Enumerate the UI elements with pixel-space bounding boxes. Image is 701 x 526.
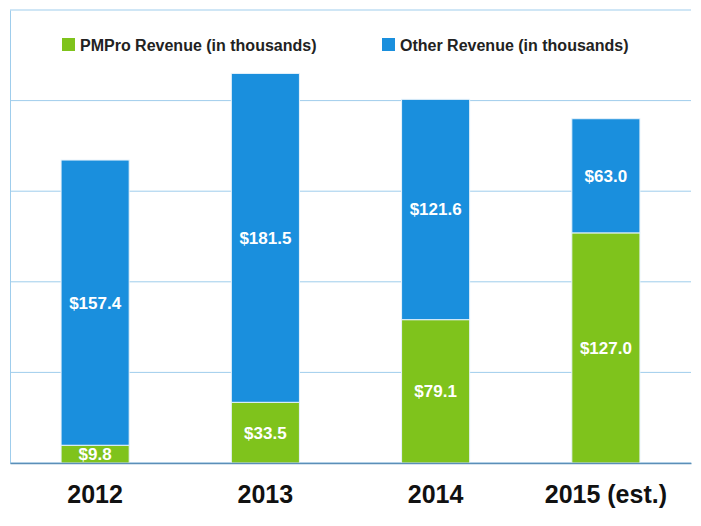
data-label: $33.5 — [244, 424, 287, 443]
x-axis: 2012 2013 2014 2015 (est.) — [11, 463, 692, 508]
chart: $9.8 $33.5 $79.1 $127.0 $157.4 $181.5 $121.6 $6… — [0, 0, 701, 526]
data-label: $9.8 — [79, 445, 112, 464]
bar — [231, 73, 299, 402]
plot: $9.8 $33.5 $79.1 $127.0 $157.4 $181.5 $121.6 $6… — [10, 10, 692, 508]
legend-label: PMPro Revenue (in thousands) — [80, 37, 316, 54]
y-axis — [10, 11, 12, 464]
grid-line — [10, 100, 691, 101]
y-axis-line — [10, 11, 11, 464]
data-label: $127.0 — [580, 339, 632, 358]
x-tick-label: 2012 — [67, 480, 123, 508]
data-labels: $9.8 $33.5 $79.1 $127.0 $157.4 $181.5 $121.6 $6… — [69, 167, 632, 464]
data-label: $121.6 — [410, 200, 462, 219]
bar — [231, 402, 299, 463]
bar — [572, 233, 640, 463]
x-tick: 2014 — [408, 463, 464, 508]
bar — [61, 160, 129, 445]
legend-swatch — [62, 38, 75, 51]
data-label: $157.4 — [69, 294, 122, 313]
grid-line — [10, 10, 691, 11]
bars — [61, 73, 640, 463]
x-tick: 2015 (est.) — [545, 463, 667, 508]
data-label: $79.1 — [414, 382, 457, 401]
data-label: $63.0 — [585, 167, 628, 186]
series — [61, 73, 640, 445]
data-label: $181.5 — [239, 229, 291, 248]
legend-swatch — [382, 38, 395, 51]
x-tick: 2012 — [67, 463, 123, 508]
x-tick-label: 2013 — [238, 480, 294, 508]
legend-label: Other Revenue (in thousands) — [400, 37, 628, 54]
series — [61, 233, 640, 463]
legend-item: PMPro Revenue (in thousands) — [62, 37, 316, 54]
legend-item: Other Revenue (in thousands) — [382, 37, 628, 54]
x-tick-label: 2014 — [408, 480, 464, 508]
bar — [572, 119, 640, 233]
x-tick: 2013 — [238, 463, 294, 508]
bar — [402, 99, 470, 319]
x-axis-line — [11, 463, 692, 465]
legend: PMPro Revenue (in thousands) Other Revenu… — [62, 37, 628, 54]
x-tick-label: 2015 (est.) — [545, 480, 667, 508]
bar — [402, 320, 470, 463]
grid — [10, 10, 691, 463]
